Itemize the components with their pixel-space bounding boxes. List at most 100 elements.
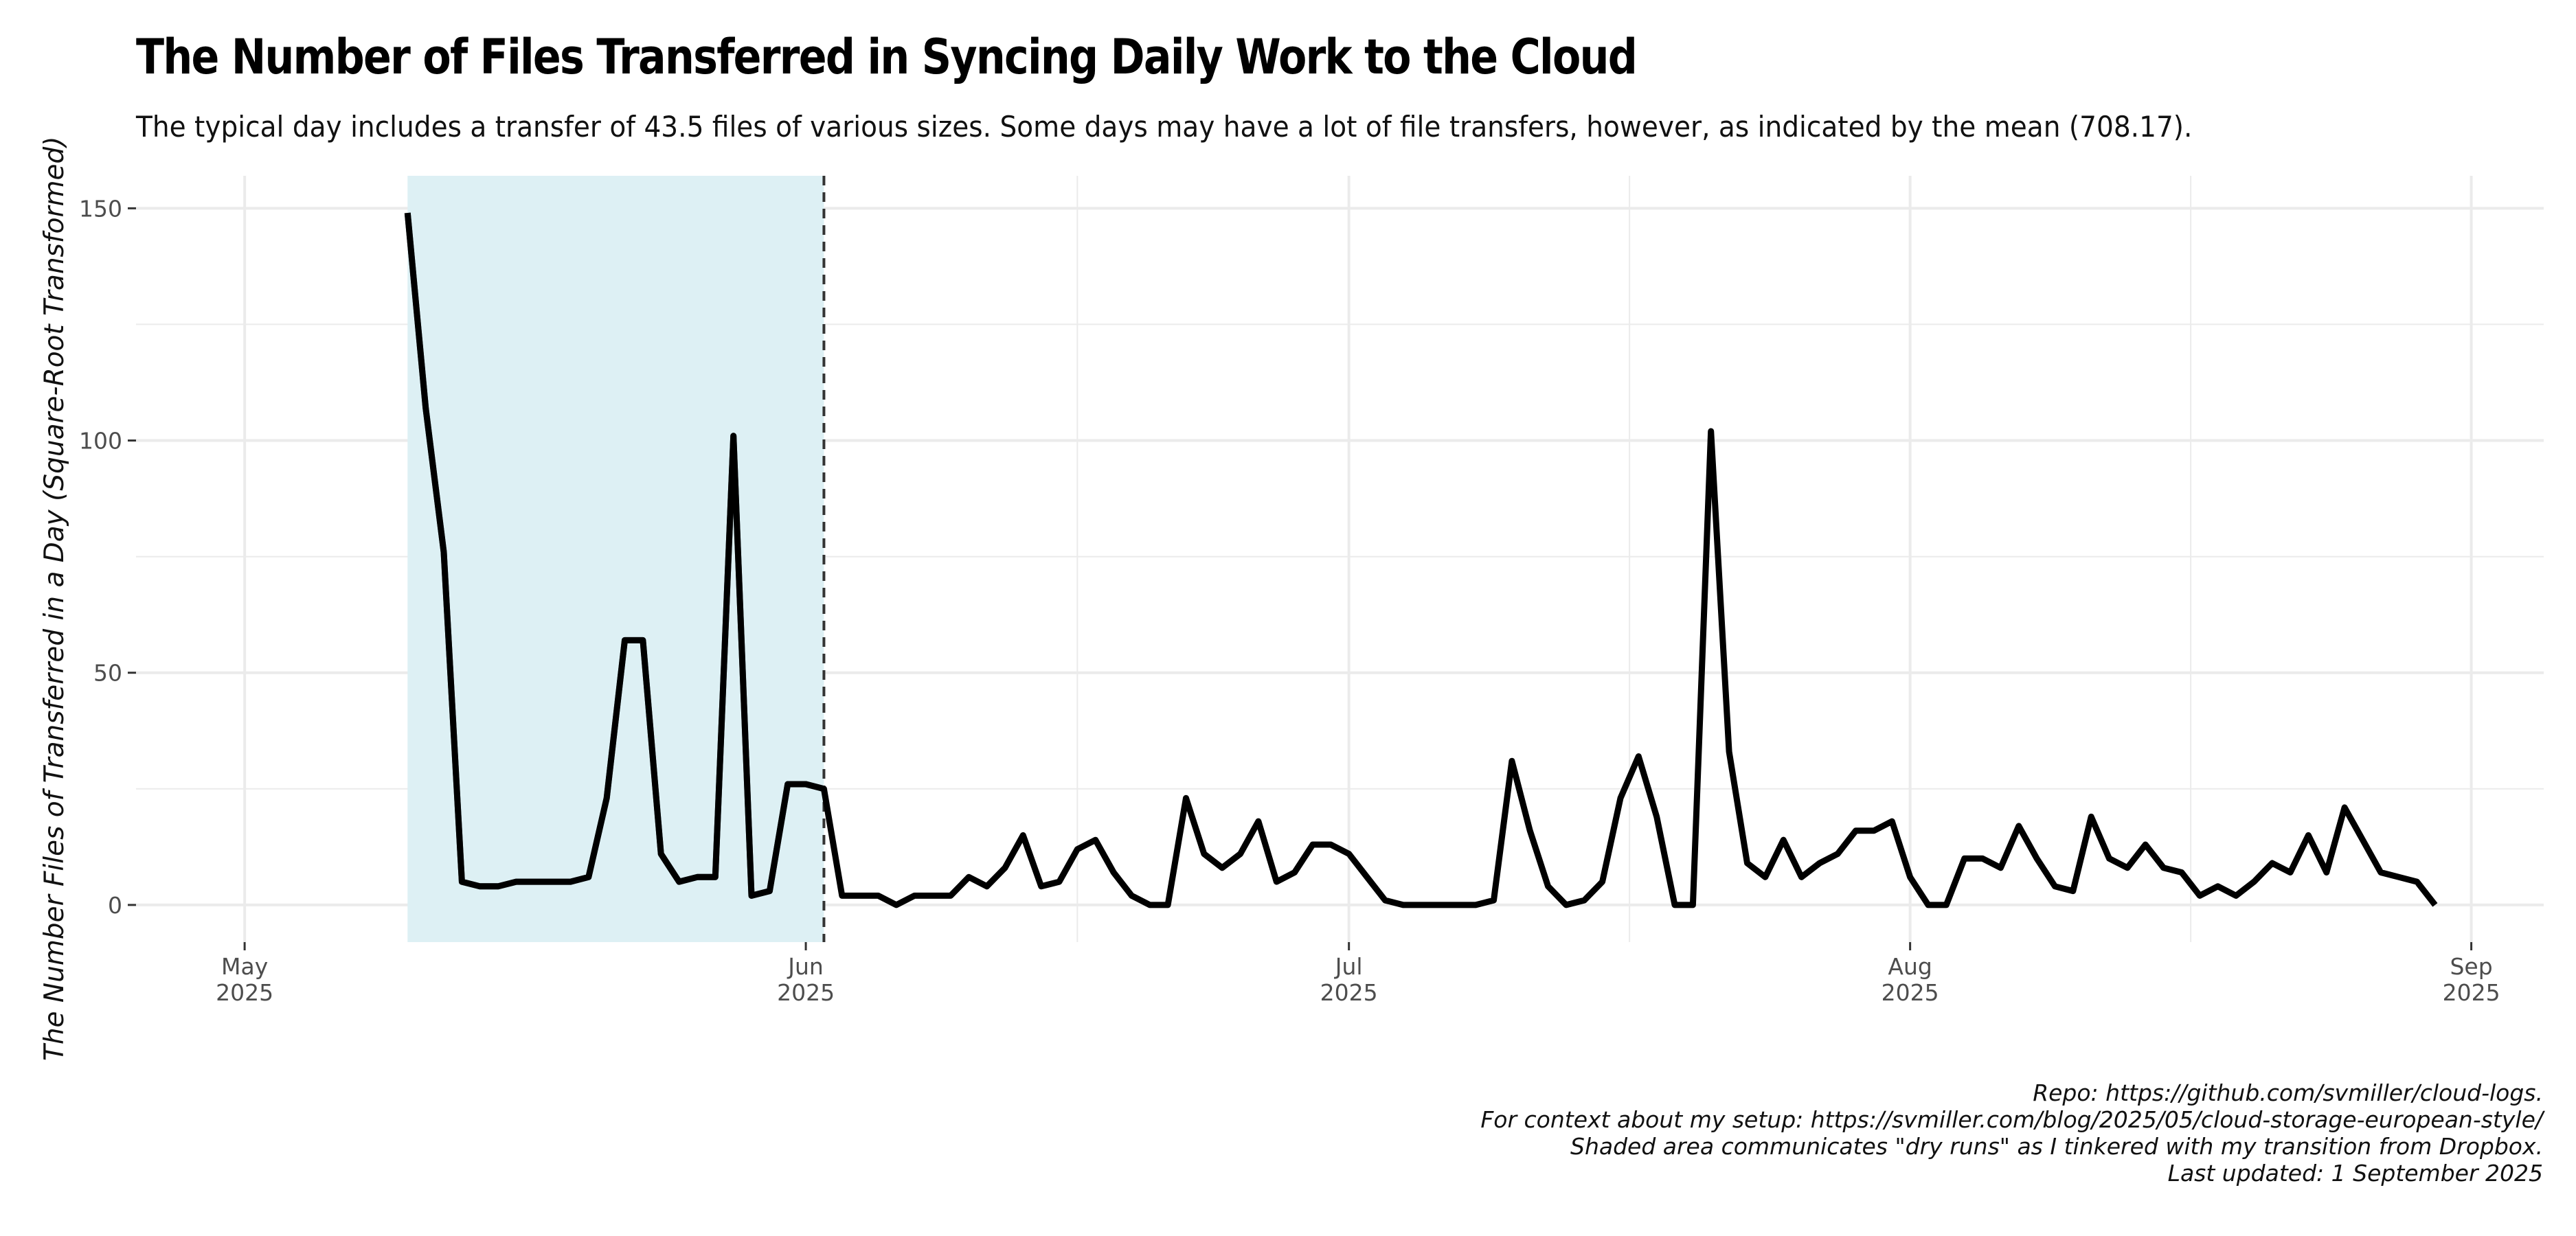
- data-point: [894, 903, 899, 907]
- caption-last-updated: Last updated: 1 September 2025: [2167, 1160, 2543, 1187]
- data-point: [1111, 871, 1116, 875]
- data-point: [786, 782, 790, 786]
- data-point: [1800, 875, 1804, 879]
- data-point: [514, 880, 518, 884]
- data-point: [2234, 893, 2238, 897]
- data-point: [2252, 880, 2256, 884]
- data-point: [1220, 866, 1224, 870]
- data-point: [1781, 838, 1785, 842]
- data-point: [1835, 851, 1840, 856]
- data-point: [405, 211, 409, 215]
- y-tick-label: 100: [79, 428, 122, 455]
- data-point: [876, 893, 880, 897]
- data-point: [931, 893, 935, 897]
- data-point: [1872, 829, 1876, 833]
- data-point: [1329, 843, 1333, 847]
- data-point: [1003, 866, 1007, 870]
- data-point: [2288, 871, 2292, 875]
- data-point: [1184, 796, 1188, 800]
- data-point: [1473, 903, 1478, 907]
- data-point: [1618, 796, 1623, 800]
- data-point: [1528, 829, 1532, 833]
- data-point: [2162, 866, 2166, 870]
- data-point: [1456, 903, 1460, 907]
- data-point: [2270, 861, 2274, 865]
- data-point: [985, 884, 989, 889]
- data-point: [1636, 754, 1640, 758]
- data-point: [1854, 829, 1858, 833]
- data-point: [1492, 898, 1496, 902]
- data-point: [568, 880, 572, 884]
- data-point: [1401, 903, 1405, 907]
- data-point: [858, 893, 862, 897]
- x-tick-label: Aug 2025: [1882, 953, 1939, 1006]
- data-point: [2053, 884, 2057, 889]
- caption-repo: Repo: https://github.com/svmiller/cloud-…: [2033, 1079, 2543, 1106]
- dry-run-shaded-area: [407, 176, 824, 942]
- data-point: [550, 880, 554, 884]
- data-point: [2180, 871, 2184, 875]
- data-point: [641, 638, 645, 642]
- data-point: [2017, 824, 2021, 828]
- data-point: [1057, 880, 1061, 884]
- chart-title: The Number of Files Transferred in Synci…: [136, 29, 1638, 85]
- data-point: [1546, 884, 1550, 889]
- x-axis-ticks: May 2025 Jun 2025 Jul 2025 Aug 2025 Sep 2025: [216, 942, 2500, 1006]
- data-point: [840, 893, 844, 897]
- x-tick-label: Jul 2025: [1320, 953, 1378, 1006]
- data-point: [1021, 833, 1025, 837]
- y-tick-label: 0: [108, 892, 122, 919]
- data-point: [1963, 856, 1967, 860]
- data-point: [2379, 871, 2383, 875]
- data-point: [1890, 819, 1894, 823]
- data-point: [1745, 861, 1749, 865]
- data-point: [2342, 805, 2347, 810]
- data-point: [659, 851, 663, 856]
- caption-shaded-note: Shaded area communicates "dry runs" as I…: [1570, 1133, 2543, 1160]
- data-point: [2197, 893, 2202, 897]
- data-point: [732, 434, 736, 438]
- y-tick-label: 150: [79, 195, 122, 222]
- x-tick-label: Sep 2025: [2443, 953, 2500, 1006]
- data-point: [2306, 833, 2310, 837]
- series-line: [404, 212, 2438, 908]
- data-point: [2125, 866, 2129, 870]
- data-point: [1980, 856, 1985, 860]
- data-point: [2089, 814, 2093, 819]
- data-point: [478, 884, 482, 889]
- data-point: [695, 875, 699, 879]
- data-point: [967, 875, 971, 879]
- data-point: [1311, 843, 1315, 847]
- data-point: [587, 875, 591, 879]
- data-point: [713, 875, 717, 879]
- data-point: [1274, 880, 1278, 884]
- data-point: [2216, 884, 2220, 889]
- data-point: [605, 796, 609, 800]
- data-point: [2325, 871, 2329, 875]
- data-point: [2108, 856, 2112, 860]
- data-point: [1256, 819, 1261, 823]
- data-point: [949, 893, 953, 897]
- data-point: [1437, 903, 1441, 907]
- chart-subtitle: The typical day includes a transfer of 4…: [136, 110, 2193, 144]
- data-point: [1944, 903, 1948, 907]
- y-tick-label: 50: [93, 660, 122, 687]
- data-point: [1166, 903, 1170, 907]
- data-point: [623, 638, 627, 642]
- data-point: [424, 406, 428, 410]
- data-point: [912, 893, 916, 897]
- data-point: [1582, 898, 1586, 902]
- data-point: [1347, 851, 1351, 856]
- data-point: [2071, 889, 2075, 893]
- data-point: [460, 880, 464, 884]
- data-point: [767, 889, 771, 893]
- data-point: [1908, 875, 1912, 879]
- data-point: [496, 884, 500, 889]
- data-point: [1148, 903, 1152, 907]
- data-point: [1365, 875, 1369, 879]
- data-point: [2360, 838, 2364, 842]
- data-point: [2035, 856, 2039, 860]
- data-point: [2415, 880, 2419, 884]
- data-point: [1239, 851, 1243, 856]
